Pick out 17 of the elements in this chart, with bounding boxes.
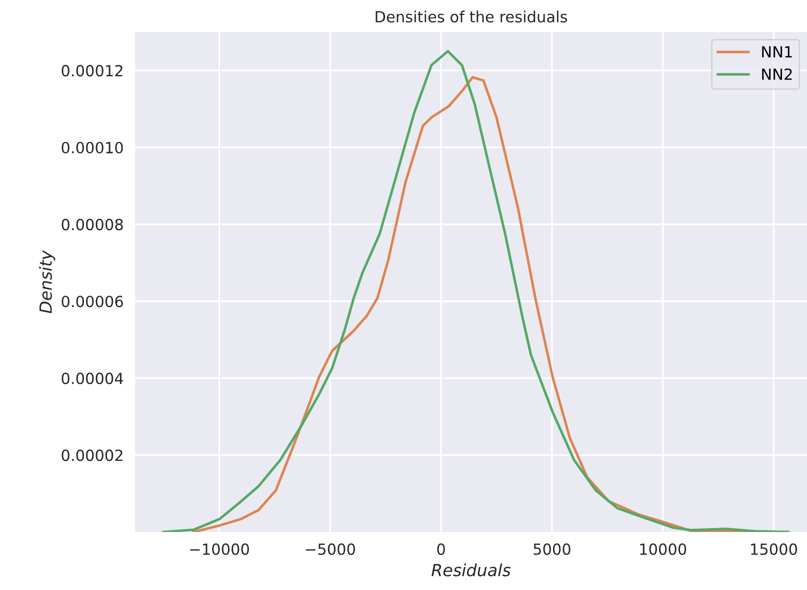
- y-tick-label: 0.00012: [62, 64, 122, 76]
- chart-title: Densities of the residuals: [376, 10, 568, 22]
- y-tick-label: 0.00006: [62, 296, 123, 308]
- x-tick-label: −5000: [306, 543, 355, 555]
- legend-label: NN2: [762, 68, 792, 80]
- y-tick-label: 0.00002: [62, 450, 122, 462]
- x-tick-label: 5000: [534, 543, 570, 555]
- y-tick-label: 0.00008: [62, 218, 123, 230]
- y-tick-label: 0.00010: [62, 142, 123, 154]
- x-axis-title: Residuals: [432, 563, 511, 576]
- x-tick-label: 15000: [751, 543, 798, 555]
- x-tick-label: −10000: [190, 543, 249, 555]
- y-axis-title: Density: [39, 250, 56, 314]
- y-tick-label: 0.00004: [62, 372, 124, 384]
- x-tick-label: 0: [437, 543, 445, 555]
- legend-label: NN1: [762, 46, 792, 58]
- x-tick-label: 10000: [640, 543, 686, 555]
